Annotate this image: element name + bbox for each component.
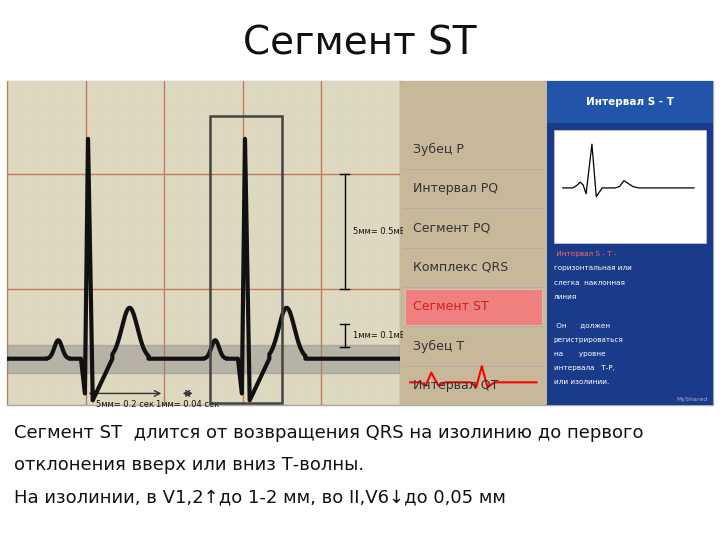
Text: 1мм= 0.1мВ: 1мм= 0.1мВ <box>353 331 405 340</box>
Text: интервала   Т-Р,: интервала Т-Р, <box>554 365 615 371</box>
Text: Сегмент ST: Сегмент ST <box>243 24 477 62</box>
Text: На изолинии, в V1,2↑до 1-2 мм, во II,V6↓до 0,05 мм: На изолинии, в V1,2↑до 1-2 мм, во II,V6↓… <box>14 489 506 507</box>
Text: отклонения вверх или вниз Т-волны.: отклонения вверх или вниз Т-волны. <box>14 456 364 474</box>
Text: линия: линия <box>554 294 577 300</box>
Text: Комплекс QRS: Комплекс QRS <box>413 261 508 274</box>
Text: Интервал S - T: Интервал S - T <box>586 97 674 107</box>
Text: слегка  наклонная: слегка наклонная <box>554 280 625 286</box>
Text: Сегмент PQ: Сегмент PQ <box>413 221 490 234</box>
Text: 5мм= 0.5мВ: 5мм= 0.5мВ <box>353 227 405 236</box>
Text: Интервал S - T -: Интервал S - T - <box>554 251 616 257</box>
Text: горизонтальная или: горизонтальная или <box>554 265 631 272</box>
Text: 5мм= 0.2 сек: 5мм= 0.2 сек <box>96 400 154 409</box>
FancyBboxPatch shape <box>554 130 706 243</box>
Text: Интервал QT: Интервал QT <box>413 379 498 392</box>
Text: 1мм= 0.04 сек: 1мм= 0.04 сек <box>156 400 220 409</box>
Text: Зубец Р: Зубец Р <box>413 143 464 156</box>
Text: Зубец Т: Зубец Т <box>413 340 464 353</box>
Text: или изолинии.: или изолинии. <box>554 380 609 386</box>
Text: Интервал PQ: Интервал PQ <box>413 182 498 195</box>
Text: Сегмент ST  длится от возвращения QRS на изолинию до первого: Сегмент ST длится от возвращения QRS на … <box>14 424 644 442</box>
FancyBboxPatch shape <box>547 81 713 123</box>
Text: Сегмент ST: Сегмент ST <box>413 300 489 313</box>
Text: Он      должен: Он должен <box>554 322 610 328</box>
FancyBboxPatch shape <box>405 288 542 325</box>
Text: MyShared: MyShared <box>677 397 708 402</box>
Text: на       уровне: на уровне <box>554 351 606 357</box>
Bar <box>7 345 400 373</box>
Bar <box>210 116 282 403</box>
Text: регистрироваться: регистрироваться <box>554 336 624 343</box>
